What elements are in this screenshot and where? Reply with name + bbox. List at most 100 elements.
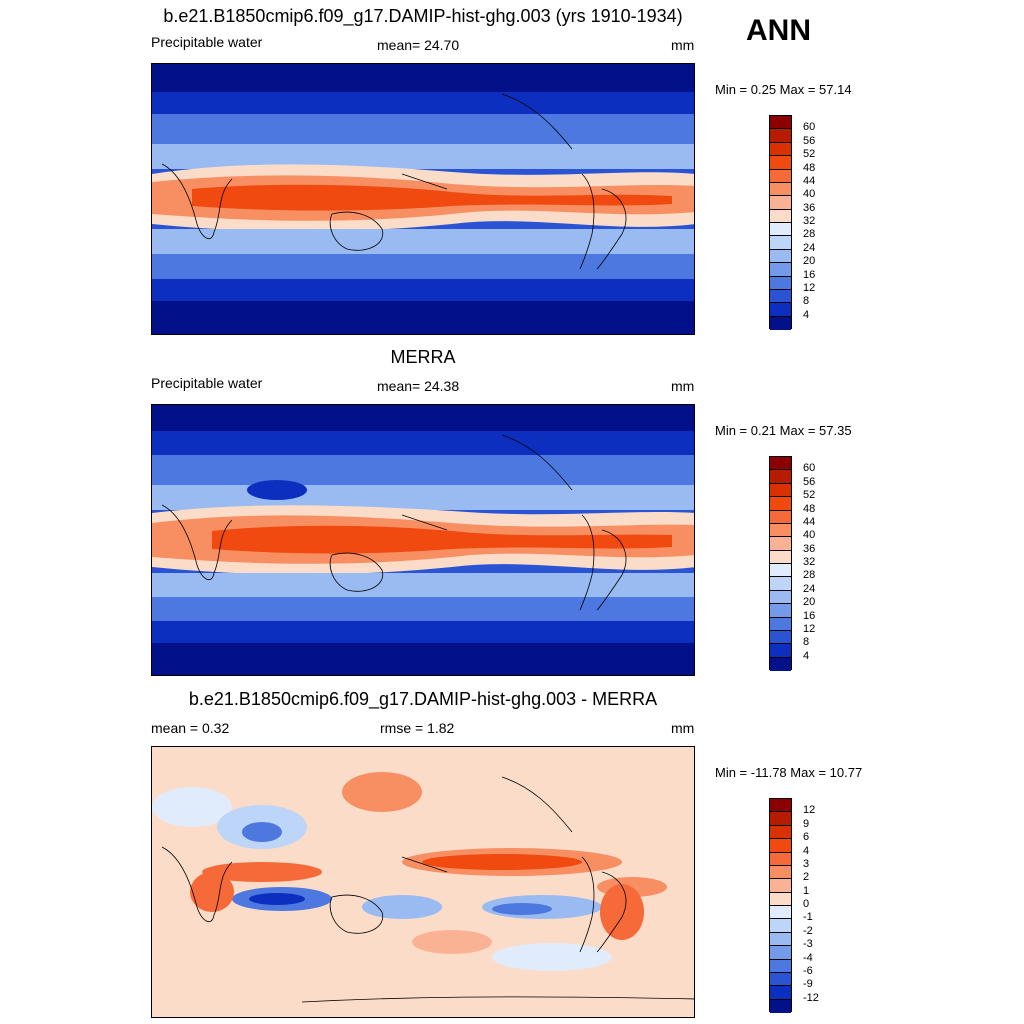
panel1-map [151,63,695,335]
colorbar-segment [770,169,791,183]
colorbar-tick-label: 56 [803,134,816,147]
colorbar-segment [770,236,791,250]
colorbar-segment [770,986,791,1000]
panel1-map-field [152,64,694,334]
colorbar-tick-label: 3 [803,857,810,870]
colorbar-segment [770,537,791,551]
panel3-units-label: mm [671,720,695,736]
colorbar-segment [770,919,791,933]
colorbar-segment [770,182,791,197]
colorbar-segment [770,604,791,618]
colorbar-tick-label: 28 [803,569,816,582]
colorbar-segment [770,129,791,143]
panel2-colorbar [769,456,792,671]
colorbar-tick-label: 12 [803,622,816,635]
colorbar-segment [770,946,791,960]
colorbar-tick-label: 4 [803,308,810,321]
panel1-colorbar [769,115,792,330]
panel1-units-label: mm [671,37,695,53]
panel3-rmse-label: rmse = 1.82 [380,720,455,736]
colorbar-segment [770,852,791,866]
colorbar-tick-label: -9 [803,978,813,991]
colorbar-segment [770,457,791,471]
colorbar-segment [770,657,791,671]
colorbar-tick-label: 24 [803,241,816,254]
panel2-map [151,404,695,676]
colorbar-tick-label: -1 [803,911,813,924]
colorbar-segment [770,630,791,645]
colorbar-tick-label: 8 [803,636,810,649]
colorbar-segment [770,577,791,591]
colorbar-tick-label: 4 [803,844,810,857]
panel1-variable-label: Precipitable water [151,34,263,50]
colorbar-segment [770,617,791,631]
colorbar-tick-label: 60 [803,462,816,475]
colorbar-tick-label: 60 [803,121,816,134]
colorbar-tick-label: -3 [803,938,813,951]
panel1-mean-label: mean= 24.70 [377,37,460,53]
colorbar-tick-label: 44 [803,174,816,187]
panel3-title: b.e21.B1850cmip6.f09_g17.DAMIP-hist-ghg.… [188,689,658,709]
colorbar-tick-label: -2 [803,924,813,937]
colorbar-segment [770,289,791,304]
colorbar-segment [770,142,791,157]
colorbar-segment [770,644,791,658]
panel2-mean-label: mean= 24.38 [377,378,460,394]
colorbar-segment [770,812,791,826]
colorbar-segment [770,523,791,538]
colorbar-tick-label: 36 [803,201,816,214]
panel2-variable-label: Precipitable water [151,375,263,391]
colorbar-segment [770,263,791,277]
panel3-minmax: Min = -11.78 Max = 10.77 [715,765,863,780]
colorbar-segment [770,156,791,170]
colorbar-tick-label: 4 [803,649,810,662]
colorbar-segment [770,316,791,330]
colorbar-tick-label: -6 [803,964,813,977]
colorbar-segment [770,932,791,947]
colorbar-segment [770,510,791,524]
colorbar-tick-label: 12 [803,281,816,294]
colorbar-segment [770,303,791,317]
panel1-title: b.e21.B1850cmip6.f09_g17.DAMIP-hist-ghg.… [163,6,683,26]
panel3-map [151,746,695,1018]
colorbar-tick-label: 44 [803,515,816,528]
colorbar-segment [770,906,791,920]
colorbar-segment [770,879,791,893]
colorbar-tick-label: 32 [803,556,816,568]
colorbar-segment [770,550,791,564]
colorbar-segment [770,116,791,130]
colorbar-segment [770,497,791,511]
colorbar-segment [770,564,791,578]
colorbar-tick-label: 24 [803,582,816,595]
colorbar-segment [770,825,791,840]
colorbar-tick-label: 28 [803,228,816,241]
colorbar-tick-label: 20 [803,596,816,609]
colorbar-tick-label: 52 [803,148,816,161]
panel2-map-field [152,405,694,675]
colorbar-segment [770,972,791,987]
colorbar-tick-label: 48 [803,502,816,515]
panel3-mean-label: mean = 0.32 [151,720,230,736]
colorbar-tick-label: 2 [803,871,810,884]
colorbar-tick-label: 36 [803,542,816,555]
colorbar-tick-label: 40 [803,188,816,201]
colorbar-segment [770,892,791,906]
panel2-minmax: Min = 0.21 Max = 57.35 [715,423,852,438]
colorbar-tick-label: 6 [803,831,810,844]
colorbar-tick-label: 16 [803,609,816,622]
colorbar-segment [770,470,791,484]
colorbar-segment [770,799,791,813]
panel1-minmax: Min = 0.25 Max = 57.14 [715,82,852,97]
panel2-title: MERRA [390,347,456,367]
colorbar-tick-label: 48 [803,161,816,174]
colorbar-tick-label: 12 [803,804,816,817]
panel3-map-field [152,747,694,1017]
colorbar-segment [770,209,791,223]
panel3-colorbar [769,798,792,1013]
colorbar-tick-label: 32 [803,215,816,227]
colorbar-segment [770,196,791,210]
colorbar-tick-label: 40 [803,529,816,542]
season-label: ANN [746,14,811,47]
colorbar-segment [770,959,791,973]
colorbar-tick-label: 52 [803,489,816,502]
